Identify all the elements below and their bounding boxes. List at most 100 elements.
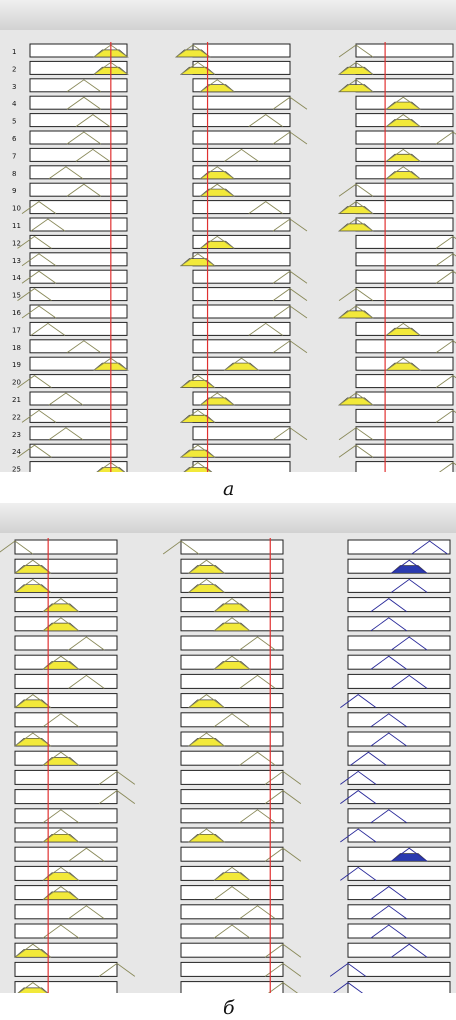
rule-mf-fill [14, 699, 52, 708]
rule-mf-box [347, 885, 451, 901]
rule-mf-box [192, 339, 291, 354]
rule-mf-line [42, 886, 80, 900]
rule-number: 5 [12, 118, 16, 126]
rule-mf-line [213, 713, 251, 728]
rule-mf-box [180, 942, 284, 958]
rule-mf-line [248, 201, 283, 214]
rule-mf-line [200, 79, 235, 93]
rule-mf-line [180, 61, 216, 75]
rule-mf-line [42, 598, 80, 612]
rule-mf-line [272, 427, 308, 441]
rule-mf-line [42, 617, 80, 632]
rule-mf-box [347, 904, 451, 920]
rule-mf-line [75, 114, 111, 127]
rule-mf-fill [385, 119, 422, 127]
rule-mf-box [355, 443, 454, 458]
rule-mf-box [29, 252, 128, 267]
rule-mf-box [14, 904, 118, 920]
rule-mf-fill [187, 737, 226, 747]
rule-mf-box [347, 789, 451, 805]
rule-mf-box [347, 961, 451, 977]
rule-mf-line [66, 96, 102, 110]
rule-mf-line [338, 305, 374, 319]
rule-number: 23 [12, 431, 21, 439]
rule-number: 22 [12, 413, 21, 421]
rule-mf-fill [390, 565, 428, 574]
rule-mf-line [248, 114, 283, 127]
rule-mf-box [29, 391, 128, 406]
rule-mf-line [48, 166, 84, 180]
rule-mf-line [435, 409, 456, 423]
rule-mf-box [180, 750, 284, 766]
rule-mf-box [14, 769, 118, 785]
rule-mf-line [391, 674, 428, 689]
rule-mf-box [355, 339, 454, 354]
rule-mf-box [355, 234, 454, 249]
rule-mf-line [42, 866, 80, 881]
rule-mf-fill [42, 757, 80, 766]
rule-mf-box [192, 95, 291, 110]
rule-mf-fill [14, 565, 52, 574]
rule-mf-line [180, 409, 216, 423]
rule-mf-box [347, 616, 451, 632]
rule-mf-fill [199, 171, 236, 180]
rule-number: 1 [12, 48, 16, 56]
panel-a: 1 2 3 4 5 6 7 8 9 10 11 12 13 14 15 16 17 18 19 20 21 22 23 24 2… [0, 0, 456, 491]
rule-mf-line [272, 340, 308, 354]
rule-mf-box [14, 539, 118, 555]
rule-mf-box [355, 461, 454, 476]
rule-number: 14 [12, 274, 21, 282]
rule-number: 4 [12, 100, 17, 108]
rule-mf-line [340, 828, 377, 843]
rule-mf-line [188, 694, 225, 708]
rule-mf-line [272, 305, 308, 319]
rule-mf-fill [199, 397, 236, 406]
rule-mf-box [347, 693, 451, 709]
rule-mf-line [213, 886, 251, 900]
rule-mf-line [391, 847, 428, 862]
rule-mf-box [29, 321, 128, 336]
rule-mf-fill [42, 891, 80, 900]
panel-label-b: б [223, 997, 235, 1019]
rule-number: 16 [12, 309, 21, 317]
rule-mf-line [338, 288, 374, 301]
rule-mf-line [340, 790, 377, 804]
rule-mf-box [180, 769, 284, 785]
rule-mf-fill [179, 258, 216, 267]
rule-mf-fill [42, 872, 80, 881]
rule-mf-box [29, 304, 128, 319]
rule-mf-box [29, 182, 128, 197]
rule-mf-box [192, 321, 291, 336]
rule-mf-line [30, 322, 66, 336]
rule-mf-line [329, 962, 367, 977]
rule-mf-line [200, 183, 235, 197]
rule-mf-line [200, 392, 235, 406]
rule-mf-box [29, 339, 128, 354]
rule-mf-fill [213, 622, 251, 632]
rule-mf-box [29, 200, 128, 215]
rule-mf-box [29, 443, 128, 458]
rule-mf-line [180, 462, 216, 475]
rule-mf-line [386, 166, 421, 180]
rule-mf-box [192, 217, 291, 232]
rule-mf-line [14, 982, 51, 996]
rule-mf-line [435, 235, 456, 249]
rule-mf-line [264, 847, 302, 862]
rule-number: 2 [12, 65, 16, 73]
rule-mf-line [386, 96, 421, 110]
rule-mf-line [0, 540, 34, 555]
rule-mf-box [347, 712, 451, 728]
rule-mf-line [21, 253, 57, 267]
rule-mf-line [42, 809, 80, 824]
rule-mf-line [264, 790, 302, 804]
rule-mf-line [239, 636, 276, 651]
rule-mf-line [239, 809, 276, 824]
rule-mf-fill [199, 84, 236, 93]
rule-mf-fill [385, 153, 422, 162]
rule-mf-line [391, 943, 428, 958]
rule-mf-line [370, 924, 407, 939]
rule-mf-line [98, 962, 136, 977]
rule-mf-box [192, 130, 291, 145]
rule-mf-box [192, 304, 291, 319]
rule-mf-box [192, 113, 291, 128]
